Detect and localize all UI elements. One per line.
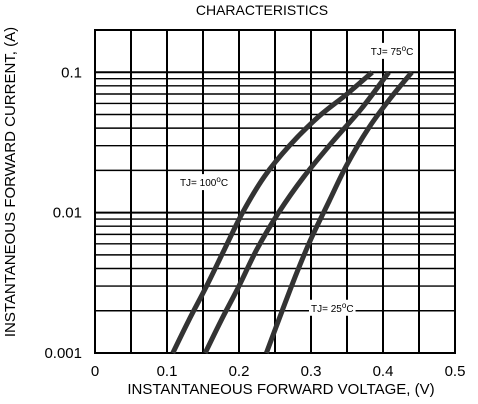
tick-labels: 0 0.1 0.2 0.3 0.4 0.5 0.001 0.01 0.1 bbox=[44, 64, 465, 380]
y-tick-label: 0.001 bbox=[44, 345, 82, 362]
series-label-bg bbox=[177, 174, 231, 191]
y-axis-label: INSTANTANEOUS FORWARD CURRENT, (A) bbox=[2, 27, 19, 337]
y-tick-label: 0.1 bbox=[61, 64, 82, 81]
series-label-text: TJ= 100oC bbox=[180, 175, 228, 189]
series-label-bg bbox=[368, 42, 416, 59]
series-curve-0 bbox=[170, 70, 374, 355]
series-curve-1 bbox=[202, 70, 391, 355]
x-tick-label: 0.5 bbox=[445, 363, 466, 380]
series-label-2: TJ= 25oC bbox=[309, 299, 356, 316]
series-label-text: TJ= 25oC bbox=[311, 301, 354, 315]
y-tick-label: 0.01 bbox=[53, 205, 82, 222]
x-tick-label: 0 bbox=[91, 363, 99, 380]
x-tick-label: 0.4 bbox=[373, 363, 394, 380]
series-label-main: TJ= 75 bbox=[371, 47, 402, 58]
x-tick-label: 0.2 bbox=[229, 363, 250, 380]
grid bbox=[94, 29, 456, 354]
x-axis-label: INSTANTANEOUS FORWARD VOLTAGE, (V) bbox=[127, 381, 434, 398]
series-label-degree: o bbox=[402, 44, 407, 53]
plot-frame bbox=[94, 29, 456, 354]
series-label-0: TJ= 100oC bbox=[177, 174, 231, 191]
series-label-1: TJ= 75oC bbox=[368, 42, 416, 59]
x-tick-label: 0.1 bbox=[157, 363, 178, 380]
series-label-text: TJ= 75oC bbox=[371, 44, 414, 58]
series-label-main: TJ= 100 bbox=[180, 178, 217, 189]
series-label-bg bbox=[309, 299, 356, 316]
series-label-degree: o bbox=[216, 175, 221, 184]
series-label-unit: C bbox=[406, 47, 413, 58]
series-label-main: TJ= 25 bbox=[311, 304, 342, 315]
series-label-unit: C bbox=[346, 304, 353, 315]
series-label-degree: o bbox=[342, 301, 347, 310]
series-label-unit: C bbox=[221, 178, 228, 189]
x-tick-label: 0.3 bbox=[301, 363, 322, 380]
series-curve-2 bbox=[264, 70, 414, 354]
chart-title: CHARACTERISTICS bbox=[196, 2, 328, 18]
